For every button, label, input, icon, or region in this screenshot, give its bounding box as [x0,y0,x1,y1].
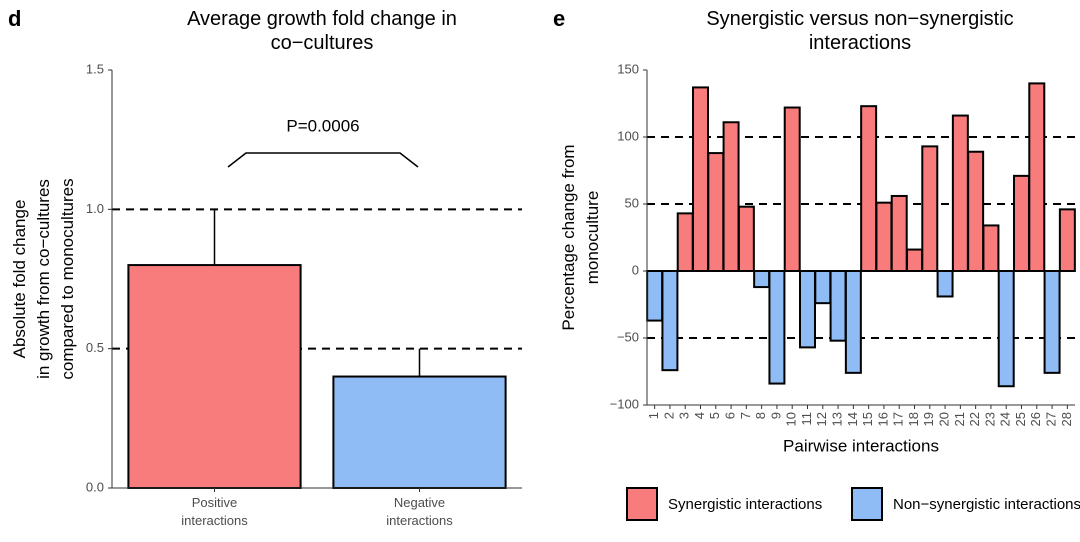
chart-title: Average growth fold change in co−cultures [187,8,457,54]
x-tick-label: 21 [952,412,967,426]
x-tick-label: 27 [1044,412,1059,426]
bar [707,152,725,272]
bar [951,114,969,272]
x-tick-label: 9 [768,412,783,419]
legend-swatch [851,487,883,521]
bar [646,270,664,322]
y-tick-label: −50 [617,329,639,344]
x-tick-label: 18 [906,412,921,426]
x-axis-label: Pairwise interactions [783,436,939,455]
y-tick-label: 0 [632,262,639,277]
bar [332,375,507,489]
x-tick-label: 26 [1028,412,1043,426]
bar [676,212,694,273]
bar [783,106,801,272]
x-tick-label: 11 [799,412,814,426]
x-tick-label: 3 [677,412,692,419]
x-tick-label: 16 [875,412,890,426]
y-tick-label: 100 [617,128,639,143]
bar [906,248,923,272]
legend-swatch [626,487,658,521]
x-tick-label: 28 [1059,412,1074,426]
bar [936,270,954,298]
y-tick-label: 1.5 [86,61,104,76]
significance-bracket [227,152,419,168]
panel-label: e [553,6,565,31]
legend-label: Non−synergistic interactions [893,496,1080,513]
bar [1043,270,1061,374]
x-tick-label: 6 [723,412,738,419]
y-tick-label: 150 [617,61,639,76]
chart-title: Synergistic versus non−synergistic intera… [706,8,1013,54]
x-tick-label: 8 [753,412,768,419]
bar [814,270,832,305]
x-tick-label: 5 [707,412,722,419]
x-tick-label: 14 [845,412,860,426]
bar [875,201,893,272]
bar [921,145,939,273]
bar [737,205,755,272]
bar [997,270,1015,388]
x-tick-label: 13 [830,412,845,426]
x-tick-label: 15 [860,412,875,426]
bar [890,194,908,273]
x-tick-label: 10 [784,412,799,426]
x-tick-label: 2 [661,412,676,419]
x-tick-label: 7 [738,412,753,419]
p-value: P=0.0006 [286,116,359,135]
x-tick-label: 22 [967,412,982,426]
y-tick-label: 0.5 [86,340,104,355]
x-tick-label: Positive interactions [181,495,248,528]
y-tick-label: 1.0 [86,201,104,216]
x-tick-label: 20 [937,412,952,426]
x-tick-label: 17 [891,412,906,426]
x-tick-label: 19 [921,412,936,426]
bar [768,270,786,385]
bar [860,105,878,273]
x-tick-label: Negative interactions [386,495,453,528]
x-tick-label: 1 [646,412,661,419]
panel-label: d [8,6,21,31]
bar [127,264,302,490]
bar [1013,174,1030,272]
bar [1028,82,1046,273]
bar [799,270,816,349]
bar [1058,208,1076,272]
x-tick-label: 4 [692,412,707,419]
bar [967,150,985,273]
y-axis-label: Absolute fold change in growth from co−cu… [10,178,77,379]
y-axis-label: Percentage change from monoculture [559,144,602,330]
y-tick-label: 50 [625,195,639,210]
bar [722,121,740,273]
x-tick-label: 24 [998,412,1013,426]
y-tick-label: −100 [610,396,639,411]
x-tick-label: 12 [814,412,829,426]
bar [844,270,862,374]
legend-label: Synergistic interactions [668,496,822,513]
bar [829,270,847,342]
y-tick-label: 0.0 [86,479,104,494]
bar [753,270,771,289]
x-tick-label: 25 [1013,412,1028,426]
bar [661,270,679,372]
bar [982,224,1000,273]
x-tick-label: 23 [982,412,997,426]
bar [692,86,709,272]
